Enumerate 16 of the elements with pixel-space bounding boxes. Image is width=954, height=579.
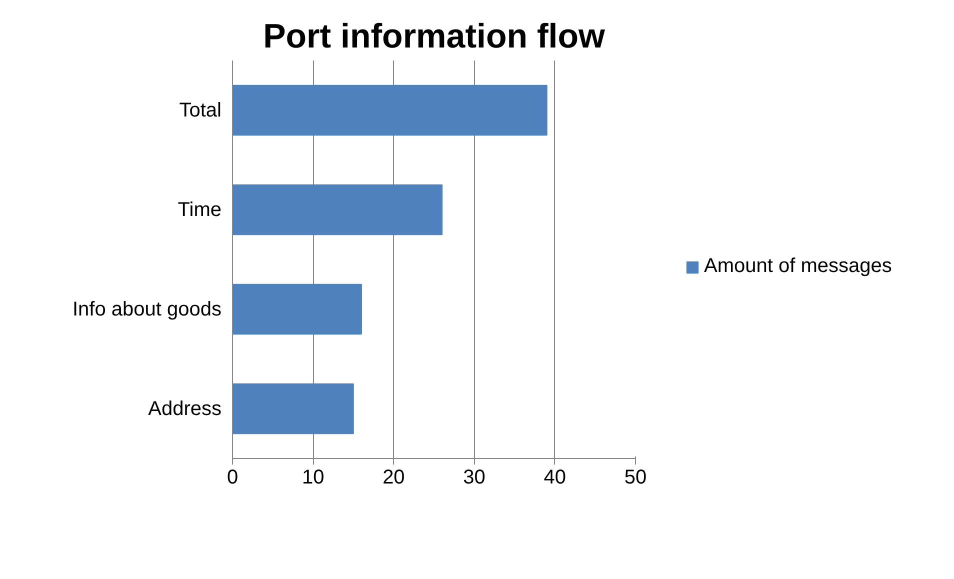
bar xyxy=(232,383,354,434)
x-tick-label: 50 xyxy=(624,466,647,488)
y-tick-label: Address xyxy=(148,398,222,420)
chart-title: Port information flow xyxy=(263,18,606,56)
bar xyxy=(232,84,548,136)
x-tick-label: 0 xyxy=(226,466,238,488)
y-tick-label: Info about goods xyxy=(72,298,222,320)
x-tick-label: 20 xyxy=(382,466,405,488)
y-tick-label: Total xyxy=(179,99,222,122)
y-tick-label: Time xyxy=(178,198,222,221)
legend-label: Amount of messages xyxy=(704,255,892,278)
x-tick-label: 30 xyxy=(463,466,486,488)
x-tick-label: 10 xyxy=(302,466,324,488)
bar xyxy=(232,184,443,236)
bar xyxy=(232,284,362,335)
x-tick-label: 40 xyxy=(544,466,566,488)
